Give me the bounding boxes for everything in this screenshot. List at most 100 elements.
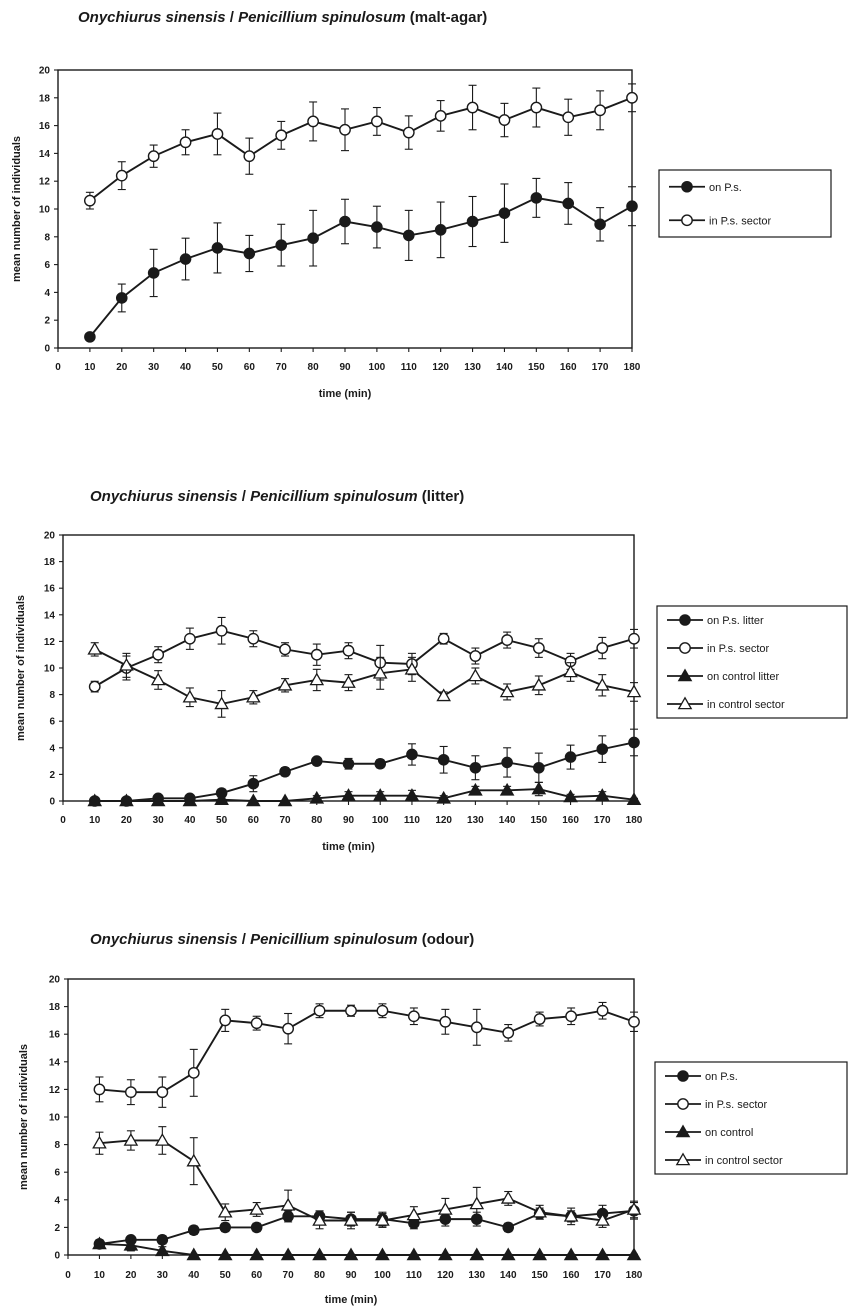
x-tick-label: 20	[125, 1270, 137, 1281]
x-tick-label: 80	[308, 362, 320, 373]
data-point	[438, 1201, 453, 1215]
legend: on P.s. in P.s. sector on control in contro…	[654, 1061, 848, 1175]
x-tick-label: 90	[339, 362, 351, 373]
data-point	[531, 781, 547, 795]
x-tick-label: 130	[468, 1270, 485, 1281]
series-2	[93, 1001, 640, 1108]
series-4	[92, 1126, 642, 1230]
data-point	[342, 644, 355, 657]
data-point	[277, 677, 293, 691]
legend-marker	[677, 1070, 689, 1082]
series-line	[89, 96, 633, 202]
title-fungus: Penicillium spinulosum	[238, 9, 406, 26]
legend-marker	[681, 214, 693, 227]
title-separator: /	[238, 488, 251, 505]
data-point	[530, 192, 543, 204]
data-point	[439, 1015, 452, 1028]
data-point	[119, 657, 134, 671]
data-point	[243, 150, 256, 163]
x-tick-label: 0	[65, 1270, 71, 1281]
data-point	[345, 1004, 357, 1017]
data-point	[563, 789, 578, 803]
x-tick-label: 70	[283, 1270, 295, 1281]
x-tick-label: 120	[435, 815, 452, 826]
legend-marker	[679, 614, 691, 626]
x-tick-label: 10	[89, 815, 101, 826]
legend-marker	[677, 696, 693, 710]
data-point	[155, 1243, 170, 1257]
data-point	[375, 1247, 390, 1261]
data-point	[249, 1247, 264, 1261]
x-tick-label: 20	[116, 362, 128, 373]
x-tick-label: 170	[594, 1270, 611, 1281]
x-axis-label: time (min)	[322, 841, 375, 853]
data-point	[468, 668, 483, 682]
data-point	[147, 267, 160, 279]
data-point	[182, 689, 198, 703]
data-point	[179, 253, 192, 265]
data-point	[626, 1247, 642, 1261]
legend-label: on P.s. litter	[707, 615, 764, 627]
y-tick-label: 10	[49, 1113, 61, 1124]
y-tick-label: 20	[49, 975, 61, 986]
legend: on P.s. litter in P.s. sector on control l…	[656, 605, 848, 719]
data-point	[215, 624, 228, 637]
data-point	[310, 648, 323, 661]
legend-marker	[677, 668, 693, 682]
data-point	[249, 1201, 264, 1215]
y-tick-label: 8	[54, 1140, 60, 1151]
data-point	[280, 1247, 296, 1261]
data-point	[93, 1083, 106, 1096]
title-fungus: Penicillium spinulosum	[250, 931, 418, 948]
legend-label: in control sector	[707, 699, 785, 711]
data-point	[626, 1201, 642, 1215]
data-point	[119, 793, 134, 807]
data-point	[187, 1224, 200, 1236]
title-separator: /	[226, 9, 239, 26]
data-point	[312, 1212, 327, 1226]
x-axis-label: time (min)	[325, 1294, 378, 1306]
series-line	[89, 196, 633, 338]
data-point	[626, 200, 638, 213]
data-point	[468, 782, 483, 796]
legend: on P.s. in P.s. sector	[658, 169, 832, 238]
chart-title: Onychiurus sinensis / Penicillium spinul…	[90, 931, 474, 948]
y-tick-label: 12	[44, 637, 56, 648]
data-point	[211, 242, 224, 254]
data-point	[501, 756, 513, 769]
x-tick-label: 180	[626, 815, 643, 826]
y-tick-label: 2	[49, 770, 55, 781]
x-tick-label: 60	[248, 815, 260, 826]
data-point	[438, 1247, 453, 1261]
y-tick-label: 6	[54, 1168, 60, 1179]
data-point	[247, 777, 260, 790]
x-tick-label: 50	[212, 362, 224, 373]
y-tick-label: 6	[49, 717, 55, 728]
series-4	[87, 641, 642, 718]
data-point	[626, 91, 638, 104]
y-tick-label: 0	[44, 344, 50, 355]
y-tick-label: 10	[44, 664, 56, 675]
data-point	[275, 239, 288, 251]
data-point	[434, 109, 447, 122]
legend-marker	[675, 1124, 691, 1138]
data-point	[152, 648, 165, 661]
data-point	[469, 761, 482, 774]
data-point	[596, 1004, 609, 1017]
data-point	[502, 1221, 515, 1234]
x-tick-label: 170	[592, 362, 609, 373]
series-line	[99, 1139, 635, 1222]
data-point	[469, 650, 482, 662]
chart-1: Onychiurus sinensis / Penicillium spinul…	[11, 9, 832, 400]
legend-label: in P.s. sector	[707, 643, 769, 655]
data-point	[594, 677, 610, 691]
data-point	[341, 788, 356, 801]
data-point	[533, 761, 545, 774]
legend-label: on control	[705, 1127, 753, 1139]
series-1	[88, 728, 640, 807]
data-point	[150, 672, 166, 686]
data-point	[182, 793, 198, 807]
data-point	[434, 224, 447, 236]
series-line	[94, 648, 635, 705]
data-point	[466, 101, 479, 114]
